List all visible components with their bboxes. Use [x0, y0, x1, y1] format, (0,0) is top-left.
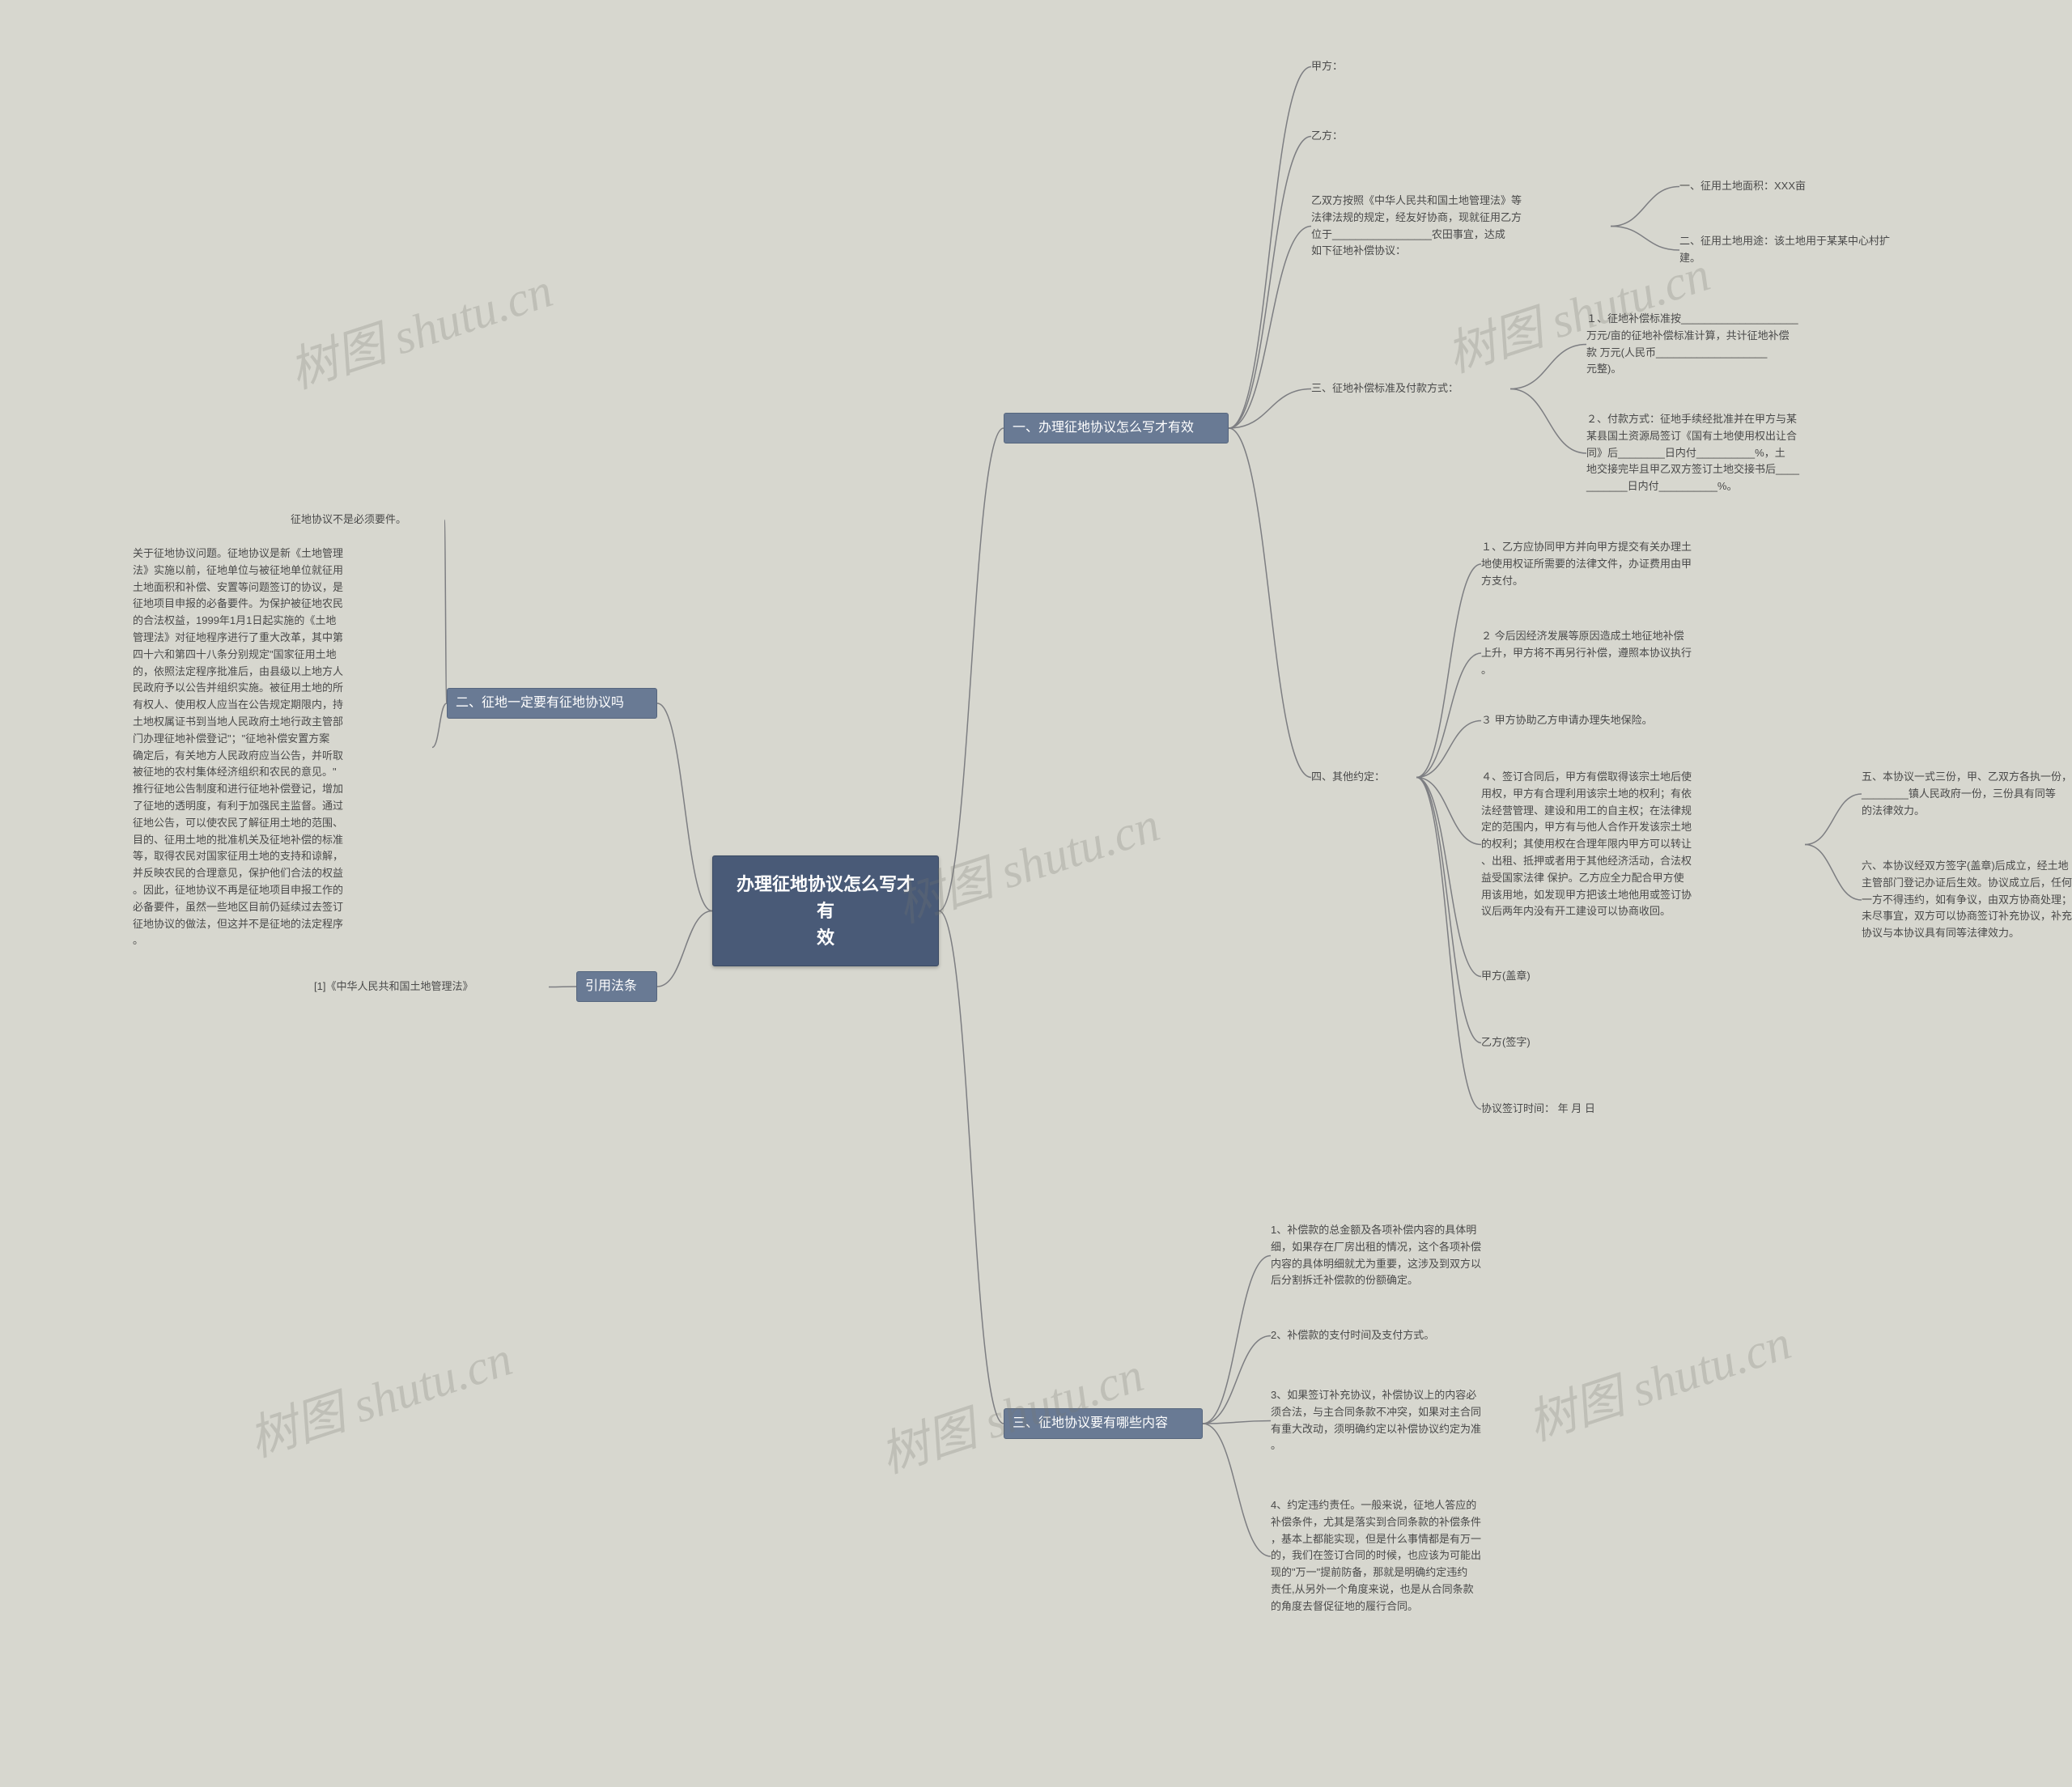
node-label: ３ 甲方协助乙方申请办理失地保险。: [1481, 714, 1653, 726]
node-label: ２、付款方式：征地手续经批准并在甲方与某 某县国土资源局签订《国有土地使用权出让…: [1586, 413, 1799, 492]
node-label: 四、其他约定：: [1311, 770, 1385, 783]
node-label: ２ 今后因经济发展等原因造成土地征地补偿 上升，甲方将不再另行补偿，遵照本协议执…: [1481, 630, 1692, 676]
node-s2: 二、征地一定要有征地协议吗: [447, 688, 657, 719]
node-label: 三、征地协议要有哪些内容: [1013, 1416, 1168, 1430]
node-s1c5d1: 五、本协议一式三份，甲、乙双方各执一份， ________镇人民政府一份，三份具…: [1862, 769, 2072, 819]
node-label: 1、补偿款的总金额及各项补偿内容的具体明 细，如果存在厂房出租的情况，这个各项补…: [1271, 1224, 1481, 1286]
node-label: 甲方：: [1311, 60, 1343, 72]
node-s1c5f: 乙方(签字): [1481, 1034, 1578, 1051]
node-label: 办理征地协议怎么写才有 效: [737, 874, 915, 948]
node-s4c1: [1]《中华人民共和国土地管理法》: [314, 978, 549, 995]
node-s2c2: 关于征地协议问题。征地协议是新《土地管理 法》实施以前，征地单位与被征地单位就征…: [133, 545, 432, 949]
node-label: 五、本协议一式三份，甲、乙双方各执一份， ________镇人民政府一份，三份具…: [1862, 770, 2072, 817]
node-label: [1]《中华人民共和国土地管理法》: [314, 980, 473, 992]
node-s3c3: 3、如果签订补充协议，补偿协议上的内容必 须合法，与主合同条款不冲突，如果对主合…: [1271, 1387, 1578, 1454]
node-label: 征地协议不是必须要件。: [291, 513, 406, 525]
node-label: 3、如果签订补充协议，补偿协议上的内容必 须合法，与主合同条款不冲突，如果对主合…: [1271, 1389, 1481, 1451]
node-label: １、征地补偿标准按____________________ 万元/亩的征地补偿标…: [1586, 312, 1798, 375]
node-label: １、乙方应协同甲方并向甲方提交有关办理土 地使用权证所需要的法律文件，办证费用由…: [1481, 541, 1692, 587]
node-s1c4: 三、征地补偿标准及付款方式：: [1311, 380, 1510, 397]
node-label: 协议签订时间： 年 月 日: [1481, 1102, 1595, 1114]
node-s2c1: 征地协议不是必须要件。: [291, 511, 444, 528]
node-label: 六、本协议经双方签字(盖章)后成立，经土地 主管部门登记办证后生效。协议成立后，…: [1862, 860, 2072, 939]
node-s3: 三、征地协议要有哪些内容: [1004, 1408, 1203, 1439]
node-s3c1: 1、补偿款的总金额及各项补偿内容的具体明 细，如果存在厂房出租的情况，这个各项补…: [1271, 1222, 1578, 1289]
node-label: 二、征用土地用途：该土地用于某某中心村扩 建。: [1679, 235, 1890, 264]
node-s1c5a: １、乙方应协同甲方并向甲方提交有关办理土 地使用权证所需要的法律文件，办证费用由…: [1481, 539, 1789, 589]
watermark: 树图 shutu.cn: [239, 1319, 520, 1471]
node-label: 关于征地协议问题。征地协议是新《土地管理 法》实施以前，征地单位与被征地单位就征…: [133, 547, 343, 946]
node-s1c2: 乙方：: [1311, 128, 1376, 145]
node-s1c3a: 一、征用土地面积：XXX亩: [1679, 178, 1874, 195]
node-label: 乙双方按照《中华人民共和国土地管理法》等 法律法规的规定，经友好协商，现就征用乙…: [1311, 194, 1522, 257]
node-s3c4: 4、约定违约责任。一般来说，征地人答应的 补偿条件，尤其是落实到合同条款的补偿条…: [1271, 1497, 1578, 1615]
node-s1c5e: 甲方(盖章): [1481, 968, 1578, 985]
watermark: 树图 shutu.cn: [279, 251, 560, 402]
node-s1c3b: 二、征用土地用途：该土地用于某某中心村扩 建。: [1679, 233, 1971, 267]
node-s1c5g: 协议签订时间： 年 月 日: [1481, 1101, 1659, 1118]
node-s1c3: 乙双方按照《中华人民共和国土地管理法》等 法律法规的规定，经友好协商，现就征用乙…: [1311, 193, 1611, 260]
node-label: 乙方(签字): [1481, 1036, 1531, 1048]
node-s1c5d: ４、签订合同后，甲方有偿取得该宗土地后使 用权，甲方有合理利用该宗土地的权利；有…: [1481, 769, 1805, 920]
node-root: 办理征地协议怎么写才有 效: [712, 855, 939, 966]
node-label: 一、办理征地协议怎么写才有效: [1013, 421, 1194, 435]
node-label: 2、补偿款的支付时间及支付方式。: [1271, 1329, 1434, 1341]
node-label: 引用法条: [585, 979, 637, 993]
node-s1: 一、办理征地协议怎么写才有效: [1004, 413, 1229, 444]
node-label: ４、签订合同后，甲方有偿取得该宗土地后使 用权，甲方有合理利用该宗土地的权利；有…: [1481, 770, 1692, 917]
node-s1c1: 甲方：: [1311, 58, 1376, 75]
node-label: 二、征地一定要有征地协议吗: [456, 696, 624, 710]
node-s3c2: 2、补偿款的支付时间及支付方式。: [1271, 1327, 1514, 1344]
node-s1c4a: １、征地补偿标准按____________________ 万元/亩的征地补偿标…: [1586, 311, 1894, 378]
node-label: 一、征用土地面积：XXX亩: [1679, 180, 1806, 192]
node-s4: 引用法条: [576, 971, 657, 1002]
node-s1c5: 四、其他约定：: [1311, 769, 1416, 786]
node-label: 乙方：: [1311, 129, 1343, 142]
node-s1c5d2: 六、本协议经双方签字(盖章)后成立，经土地 主管部门登记办证后生效。协议成立后，…: [1862, 858, 2072, 942]
node-label: 4、约定违约责任。一般来说，征地人答应的 补偿条件，尤其是落实到合同条款的补偿条…: [1271, 1499, 1481, 1612]
node-s1c5c: ３ 甲方协助乙方申请办理失地保险。: [1481, 712, 1740, 729]
node-s1c5b: ２ 今后因经济发展等原因造成土地征地补偿 上升，甲方将不再另行补偿，遵照本协议执…: [1481, 628, 1789, 678]
node-s1c4b: ２、付款方式：征地手续经批准并在甲方与某 某县国土资源局签订《国有土地使用权出让…: [1586, 411, 1910, 495]
node-label: 三、征地补偿标准及付款方式：: [1311, 382, 1458, 394]
node-label: 甲方(盖章): [1481, 970, 1531, 982]
mindmap-canvas: 办理征地协议怎么写才有 效 一、办理征地协议怎么写才有效二、征地一定要有征地协议吗…: [0, 0, 2072, 1787]
